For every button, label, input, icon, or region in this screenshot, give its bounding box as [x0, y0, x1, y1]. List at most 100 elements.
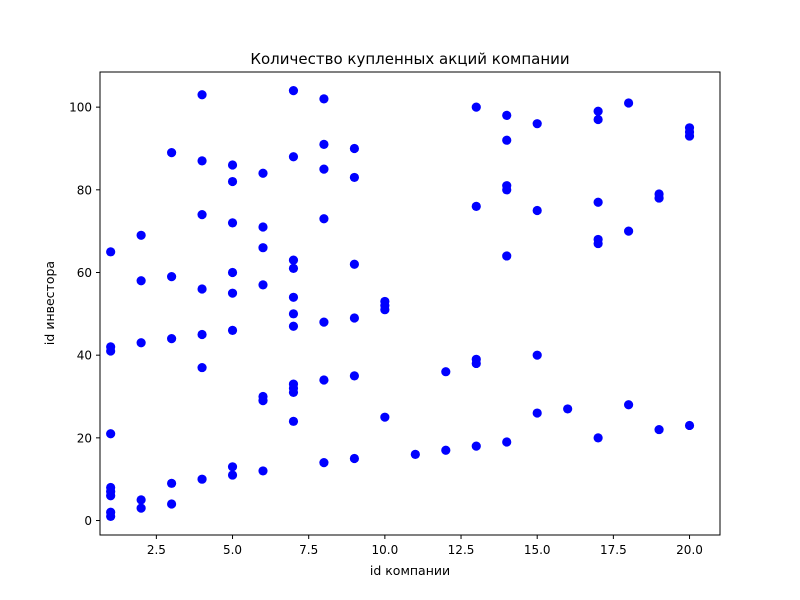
y-tick-label: 0 — [84, 514, 92, 528]
data-point — [502, 251, 512, 261]
x-axis: 2.5 5.0 7.5 10.0 12.5 15.0 17.5 20.0 — [147, 535, 703, 557]
data-point — [502, 110, 512, 121]
plot-frame — [99, 71, 721, 536]
data-point — [471, 441, 481, 451]
data-point — [349, 313, 359, 323]
data-point — [349, 143, 359, 154]
data-point — [563, 404, 573, 414]
data-point — [227, 462, 238, 472]
data-point — [593, 433, 603, 443]
data-point — [258, 168, 268, 178]
data-point — [288, 292, 299, 302]
data-point — [471, 201, 481, 211]
data-point — [167, 148, 177, 158]
data-point — [136, 338, 146, 348]
data-point — [684, 420, 695, 431]
data-point — [349, 453, 359, 464]
data-point — [593, 106, 603, 116]
data-point — [410, 449, 420, 459]
data-point — [441, 445, 451, 455]
data-point — [532, 119, 542, 129]
data-point — [624, 226, 634, 236]
data-point — [197, 362, 207, 373]
data-point — [319, 375, 329, 385]
data-point — [349, 371, 359, 381]
x-tick-label: 17.5 — [600, 543, 627, 557]
points-layer — [106, 86, 695, 521]
data-point — [319, 139, 329, 149]
chart-title: Количество купленных акций компании — [250, 50, 569, 68]
data-point — [288, 416, 299, 426]
data-point — [106, 511, 116, 521]
data-point — [532, 408, 542, 418]
data-point — [227, 160, 238, 170]
data-point — [197, 284, 207, 294]
data-point — [167, 272, 177, 282]
data-point — [197, 210, 207, 220]
y-tick-label: 40 — [77, 349, 92, 363]
data-point — [288, 387, 299, 397]
data-point — [288, 255, 299, 265]
data-point — [349, 259, 359, 269]
data-point — [258, 396, 268, 406]
data-point — [197, 329, 207, 340]
data-point — [258, 243, 268, 253]
data-point — [593, 197, 603, 207]
data-point — [227, 267, 238, 278]
data-point — [593, 114, 603, 125]
x-tick-label: 10.0 — [372, 543, 399, 557]
data-point — [624, 98, 634, 108]
data-point — [319, 458, 329, 468]
data-point — [654, 424, 664, 435]
data-point — [288, 321, 299, 331]
data-point — [380, 305, 390, 315]
data-point — [593, 238, 603, 249]
x-tick-label: 7.5 — [299, 543, 318, 557]
data-point — [532, 350, 542, 360]
x-tick-label: 15.0 — [524, 543, 551, 557]
x-tick-label: 2.5 — [147, 543, 166, 557]
data-point — [471, 102, 481, 112]
data-point — [167, 499, 177, 509]
data-point — [136, 503, 146, 513]
data-point — [288, 309, 299, 319]
data-point — [288, 263, 299, 273]
data-point — [380, 412, 390, 422]
data-point — [106, 429, 116, 439]
data-point — [136, 276, 146, 286]
data-point — [258, 280, 268, 290]
data-point — [502, 437, 512, 447]
data-point — [258, 222, 268, 232]
data-point — [502, 185, 512, 195]
x-tick-label: 20.0 — [676, 543, 703, 557]
data-point — [197, 156, 207, 166]
y-axis-label: id инвестора — [42, 261, 57, 345]
data-point — [684, 131, 695, 141]
data-point — [136, 495, 146, 505]
data-point — [197, 474, 207, 484]
y-tick-label: 100 — [69, 101, 92, 115]
data-point — [319, 317, 329, 327]
data-point — [624, 400, 634, 410]
data-point — [106, 247, 116, 257]
data-point — [288, 152, 299, 162]
data-point — [227, 176, 238, 187]
data-point — [227, 325, 238, 335]
data-point — [349, 172, 359, 183]
data-point — [319, 94, 329, 104]
y-tick-label: 20 — [77, 431, 92, 445]
y-tick-label: 60 — [77, 266, 92, 280]
data-point — [136, 230, 146, 240]
data-point — [319, 214, 329, 224]
data-point — [106, 491, 116, 501]
y-axis: 0 20 40 60 80 100 — [69, 101, 100, 528]
data-point — [106, 346, 116, 356]
data-point — [319, 164, 329, 174]
data-point — [502, 135, 512, 145]
data-point — [288, 86, 299, 96]
y-tick-label: 80 — [77, 183, 92, 197]
data-point — [258, 466, 268, 476]
data-point — [197, 90, 207, 100]
data-point — [227, 288, 238, 298]
